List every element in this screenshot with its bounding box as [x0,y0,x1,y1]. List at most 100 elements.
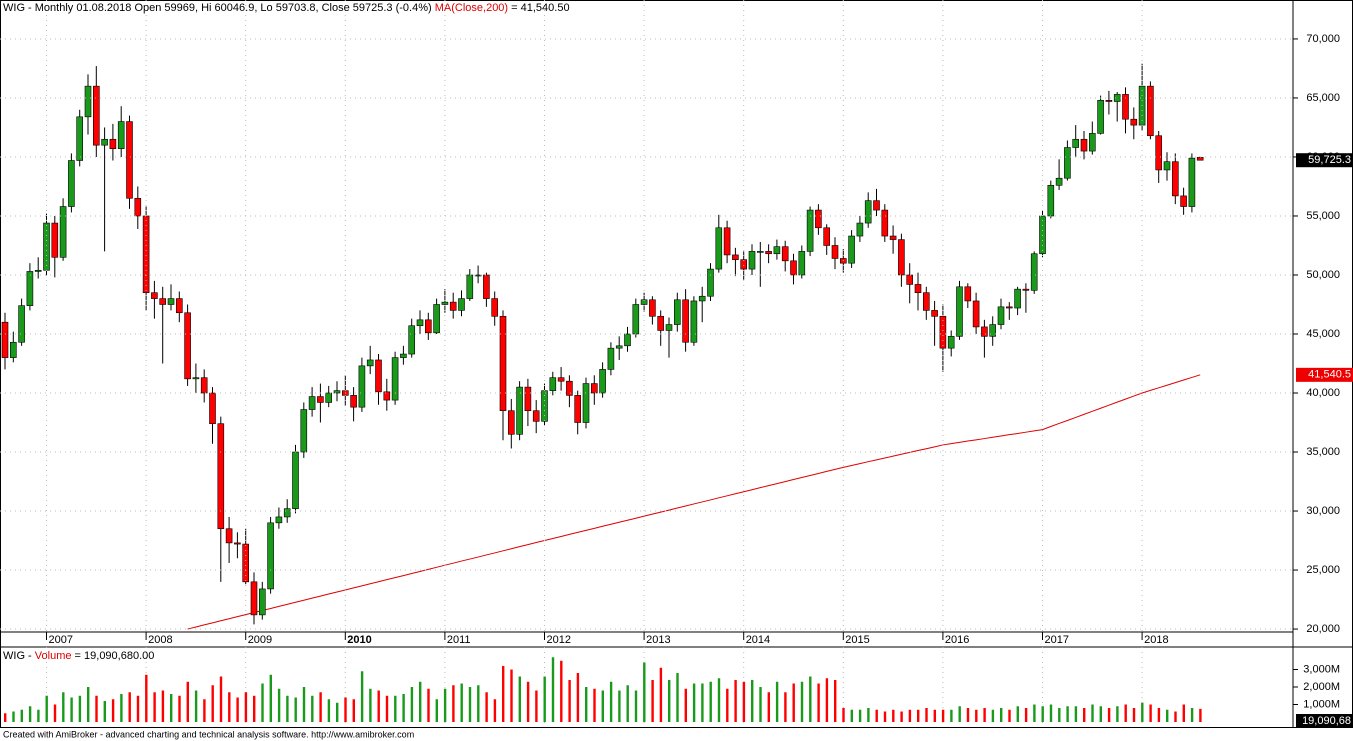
volume-bar [161,690,165,722]
candle-body [823,227,831,246]
volume-bar [518,676,521,722]
volume-bar [742,681,746,722]
volume-bar [576,673,580,722]
volume-bar [203,699,206,722]
candle-body [1055,177,1063,186]
candle-body [889,235,897,240]
candle-body [26,271,34,306]
volume-bar [958,706,961,722]
candle-body [781,246,789,262]
volume-bar [1058,708,1061,722]
volume-bar [311,695,314,722]
volume-marker-box [1296,714,1353,728]
volume-bar [286,695,289,722]
candle-body [806,209,814,252]
candle-body [723,227,731,256]
volume-bar [734,680,737,722]
candle-body [898,239,905,276]
candle-body [873,200,880,211]
volume-marker: 19,090,68 [1302,715,1351,727]
candle-body [76,116,83,161]
candle-body [632,304,640,335]
candle-body [200,377,208,394]
volume-bar [302,687,306,722]
candle-body [151,292,158,299]
candle-body [308,396,316,410]
volume-bar [701,683,704,722]
candle-body [831,245,839,259]
candle-body [640,299,648,305]
candle-body [964,286,972,302]
volume-bar [759,687,762,722]
candle-body [400,353,407,358]
volume-bar [485,692,488,722]
volume-bar [136,695,140,722]
candle-body [300,409,308,453]
volume-bar [78,695,82,722]
volume-bar [1041,706,1044,722]
candle-body [466,274,474,299]
volume-bar [1033,704,1036,722]
candle-body [391,357,399,401]
candle-body [1030,253,1038,291]
volume-bar [526,681,530,722]
volume-bar [751,680,754,722]
volume-bar [45,695,48,722]
volume-bar [585,687,588,722]
candle-body [707,268,714,297]
candle-body [242,543,249,583]
candle-body [914,284,922,293]
volume-bar [344,697,347,722]
candle-body [1089,133,1096,152]
candle-body [947,336,955,349]
candle-body [615,345,623,349]
volume-bar [892,709,895,722]
y-tick-label: 70,000 [1306,33,1340,45]
volume-bar [269,674,272,722]
volume-bar [634,690,638,722]
candle-body [524,386,532,412]
volume-bar [825,678,829,722]
volume-bar [784,692,787,722]
candle-body [134,197,142,217]
candle-body [192,377,200,380]
volume-bar [1000,708,1003,722]
candle-body [68,160,75,207]
volume-bar [917,709,920,722]
candle-body [59,206,67,258]
volume-bar [1008,709,1011,722]
volume-bar [800,681,804,722]
volume-bar [103,701,106,722]
candle-body [864,200,872,224]
candle-body [366,359,374,367]
candle-body [507,410,515,435]
volume-bar [1116,706,1119,722]
volume-bar [966,708,970,722]
volume-bar [1157,708,1161,722]
candle-body [225,528,233,544]
volume-bar [809,676,812,722]
y-tick-label: 40,000 [1306,387,1340,399]
y-tick-label: 45,000 [1306,328,1340,340]
volume-bar [551,657,555,722]
volume-bar [410,687,414,722]
y-tick-label: 50,000 [1306,269,1340,281]
volume-bar [385,695,389,722]
volume-bar [668,680,671,722]
candle-body [748,251,756,270]
volume-bar [261,683,264,722]
candle-body [798,251,806,276]
candle-body [590,383,598,394]
candle-body [416,319,424,327]
candle-body [18,305,25,343]
header-text: WIG - Monthly 01.08.2018 Open 59969, Hi … [3,2,432,14]
price-marker: 59,725.3 [1308,154,1351,166]
volume-bar [941,709,945,722]
volume-bar [443,688,447,722]
volume-bar [925,708,928,722]
volume-bar [1091,704,1094,722]
candle-body [491,298,499,317]
candle-body [906,274,914,285]
volume-bar [560,660,563,722]
